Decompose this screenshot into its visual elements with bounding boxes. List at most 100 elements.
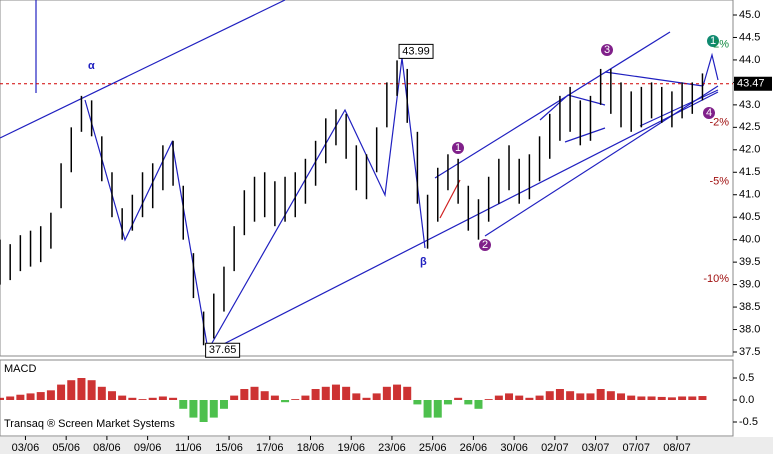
- macd-bar: [26, 393, 35, 400]
- wave-labels: 1 2 3 4 1: [452, 35, 719, 251]
- macd-bar: [77, 378, 86, 400]
- macd-bar: [158, 396, 167, 400]
- wave-label: 2: [482, 239, 488, 251]
- wave-label: 3: [604, 44, 610, 56]
- macd-bar: [209, 400, 218, 418]
- macd-bar: [494, 395, 503, 400]
- macd-bar: [474, 400, 483, 409]
- macd-bar: [627, 395, 636, 400]
- macd-bar: [301, 395, 310, 400]
- macd-bar: [566, 391, 575, 400]
- x-tick-label: 11/06: [175, 442, 202, 454]
- x-tick-label: 03/06: [12, 442, 40, 454]
- y-tick-label: 40.0: [739, 234, 760, 246]
- macd-bar: [260, 391, 269, 400]
- last-price-label: 43.47: [737, 78, 765, 90]
- x-tick-label: 08/06: [93, 442, 121, 454]
- macd-bar: [87, 380, 96, 400]
- y-tick-label: 38.0: [739, 323, 760, 335]
- x-tick-label: 18/06: [297, 442, 325, 454]
- macd-bar: [688, 396, 697, 400]
- y-tick-label: 44.0: [739, 54, 760, 66]
- macd-bar: [0, 397, 4, 400]
- x-tick-label: 07/07: [623, 442, 651, 454]
- macd-bar: [423, 400, 432, 418]
- percent-level-label: -10%: [703, 273, 729, 285]
- macd-bar: [107, 391, 116, 400]
- x-tick-label: 19/06: [337, 442, 365, 454]
- x-tick-label: 03/07: [582, 442, 610, 454]
- high-box: [398, 43, 434, 59]
- macd-bar: [128, 397, 137, 400]
- macd-bar: [647, 396, 656, 400]
- macd-bar: [342, 386, 351, 400]
- y-tick-label: 43.0: [739, 99, 760, 111]
- indicator-tick-label: 0.5: [739, 372, 754, 384]
- macd-bar: [393, 384, 402, 400]
- macd-bar: [291, 399, 300, 400]
- x-tick-label: 15/06: [215, 442, 243, 454]
- footer: Transaq ® Screen Market Systems: [4, 418, 175, 430]
- y-tick-label: 37.5: [739, 346, 760, 358]
- wave-label: 4: [706, 107, 712, 119]
- macd-bar: [372, 393, 381, 400]
- macd-bar: [555, 389, 564, 400]
- macd-bar: [179, 400, 188, 409]
- y-tick-label: 39.5: [739, 256, 760, 268]
- x-tick-label: 02/07: [541, 442, 569, 454]
- macd-bar: [281, 400, 290, 403]
- macd-bar: [403, 386, 412, 400]
- x-tick-label: 09/06: [134, 442, 162, 454]
- x-tick-label: 05/06: [52, 442, 80, 454]
- annotation: β: [420, 256, 427, 268]
- date-axis: [0, 437, 773, 454]
- x-tick-label: 23/06: [378, 442, 406, 454]
- indicator-tick-label: 0.0: [739, 394, 754, 406]
- y-tick-label: 45.0: [739, 9, 760, 21]
- y-tick-label: 41.5: [739, 166, 760, 178]
- macd-bar: [97, 386, 106, 400]
- macd-bar: [189, 400, 198, 418]
- macd-bar: [250, 386, 259, 400]
- x-tick-label: 17/06: [256, 442, 284, 454]
- macd-bar: [16, 394, 25, 400]
- y-tick-label: 40.5: [739, 211, 760, 223]
- macd-bar: [46, 390, 55, 400]
- percent-level-label: -5%: [709, 175, 729, 187]
- macd-bar: [698, 396, 707, 400]
- annotation: α: [88, 60, 95, 72]
- x-tick-label: 25/06: [419, 442, 447, 454]
- macd-bar: [433, 400, 442, 418]
- macd-bar: [596, 389, 605, 400]
- percent-level-label: -2%: [709, 117, 729, 129]
- macd-bar: [515, 395, 524, 400]
- wave-label: 1: [455, 142, 461, 154]
- indicator-title: MACD: [4, 363, 36, 375]
- macd-bar: [413, 400, 422, 405]
- macd-bar: [505, 393, 514, 400]
- macd-bar: [545, 391, 554, 400]
- macd-bar: [464, 400, 473, 405]
- macd-bar: [667, 397, 676, 400]
- macd-bar: [586, 393, 595, 400]
- macd-bar: [138, 399, 147, 400]
- macd-bar: [36, 392, 45, 400]
- macd-bar: [352, 393, 361, 400]
- macd-bar: [148, 397, 157, 400]
- macd-bar: [362, 397, 371, 400]
- x-tick-label: 26/06: [460, 442, 488, 454]
- macd-bar: [606, 391, 615, 400]
- high-label: 43.99: [402, 45, 430, 57]
- macd-bar: [525, 397, 534, 400]
- macd-bar: [321, 386, 330, 400]
- macd-bar: [67, 380, 76, 400]
- y-tick-label: 39.0: [739, 279, 760, 291]
- y-tick-label: 41.0: [739, 189, 760, 201]
- y-tick-label: 38.5: [739, 301, 760, 313]
- macd-bar: [678, 396, 687, 400]
- macd-bar: [576, 393, 585, 400]
- percent-level-label: 2%: [713, 39, 729, 51]
- y-tick-label: 42.5: [739, 121, 760, 133]
- indicator-tick-label: -0.5: [739, 416, 758, 428]
